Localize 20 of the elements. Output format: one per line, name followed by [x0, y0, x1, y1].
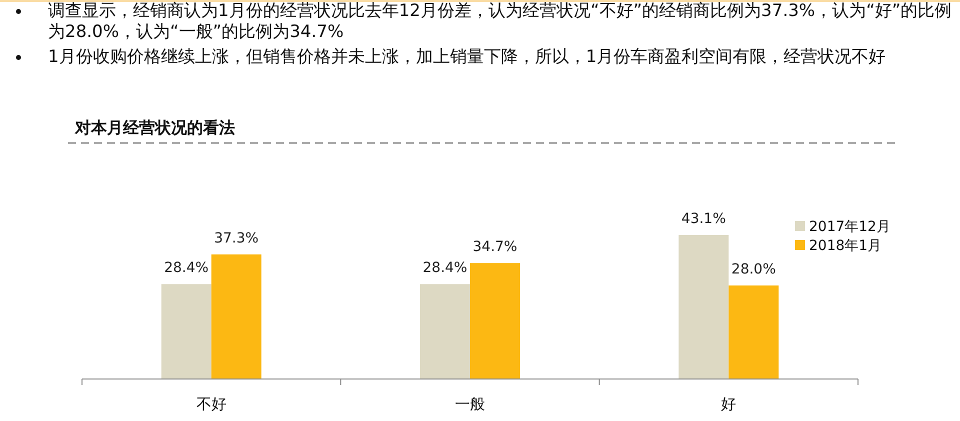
bar — [470, 263, 520, 379]
data-label: 28.4% — [422, 260, 468, 276]
x-tick-label: 好 — [721, 395, 736, 413]
bar — [211, 254, 262, 379]
data-label: 34.7% — [472, 239, 518, 256]
data-label: 28.4% — [164, 260, 209, 276]
data-label: 43.1% — [681, 211, 726, 227]
bar — [728, 285, 779, 379]
x-tick-label: 不好 — [196, 395, 226, 413]
legend-label: 2018年1月 — [809, 238, 882, 254]
legend-label: 2017年12月 — [809, 219, 890, 235]
text: 1月份收购价格继续上涨，但销售价格并未上涨，加上销量下降，所以，1月份车商盈利空间有限，经营状况不好 — [48, 47, 887, 68]
data-label: 37.3% — [214, 230, 259, 246]
bar — [678, 235, 729, 379]
data-label: 28.0% — [731, 261, 776, 278]
x-tick-label: 一般 — [455, 395, 485, 413]
chart-title: 对本月经营状况的看法 — [74, 118, 235, 137]
text: 调查显示，经销商认为1月份的经营状况比去年12月份差，认为经营状况“不好”的经销商比例为37.3%，认为“好”的比例为28.0%，认为“一般”的比例为34.7% — [48, 1, 953, 43]
bar — [161, 284, 212, 379]
bar — [420, 284, 470, 379]
